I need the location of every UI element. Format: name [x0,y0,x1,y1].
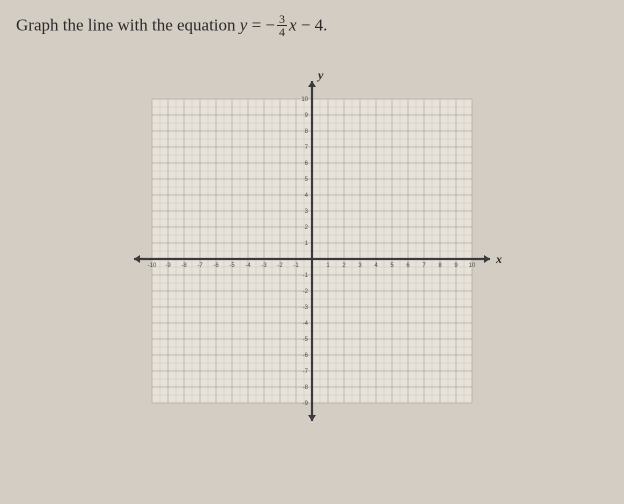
svg-text:-10: -10 [148,263,157,269]
q-prefix: Graph the line with the equation [16,15,240,34]
svg-text:-4: -4 [245,263,251,269]
eq-eq: = [247,15,265,34]
eq-neg: − [265,15,275,34]
svg-text:10: 10 [469,263,476,269]
svg-text:-3: -3 [303,305,309,311]
svg-text:-7: -7 [197,263,203,269]
svg-text:y: y [316,69,324,82]
worksheet-page: Graph the line with the equation y = −34… [0,0,624,504]
eq-fraction: 34 [277,13,287,38]
frac-den: 4 [277,26,287,38]
svg-text:-7: -7 [303,369,309,375]
svg-text:-9: -9 [165,263,171,269]
svg-text:-5: -5 [229,263,235,269]
question-text: Graph the line with the equation y = −34… [16,14,608,39]
eq-var: x [289,15,297,34]
svg-text:-2: -2 [303,289,309,295]
coordinate-grid[interactable]: -10-9-8-7-6-5-4-3-2-112345678910-9-8-7-6… [112,69,512,469]
svg-text:-8: -8 [181,263,187,269]
svg-text:-6: -6 [213,263,219,269]
svg-text:-1: -1 [293,263,299,269]
svg-text:-3: -3 [261,263,267,269]
eq-const: − 4. [297,15,328,34]
chart-container: -10-9-8-7-6-5-4-3-2-112345678910-9-8-7-6… [16,69,608,469]
svg-text:-1: -1 [303,273,309,279]
svg-text:-4: -4 [303,321,309,327]
svg-text:-9: -9 [303,401,309,407]
svg-text:10: 10 [301,97,308,103]
svg-text:-8: -8 [303,385,309,391]
svg-text:-6: -6 [303,353,309,359]
svg-text:x: x [495,252,502,266]
svg-text:-2: -2 [277,263,283,269]
svg-text:-5: -5 [303,337,309,343]
